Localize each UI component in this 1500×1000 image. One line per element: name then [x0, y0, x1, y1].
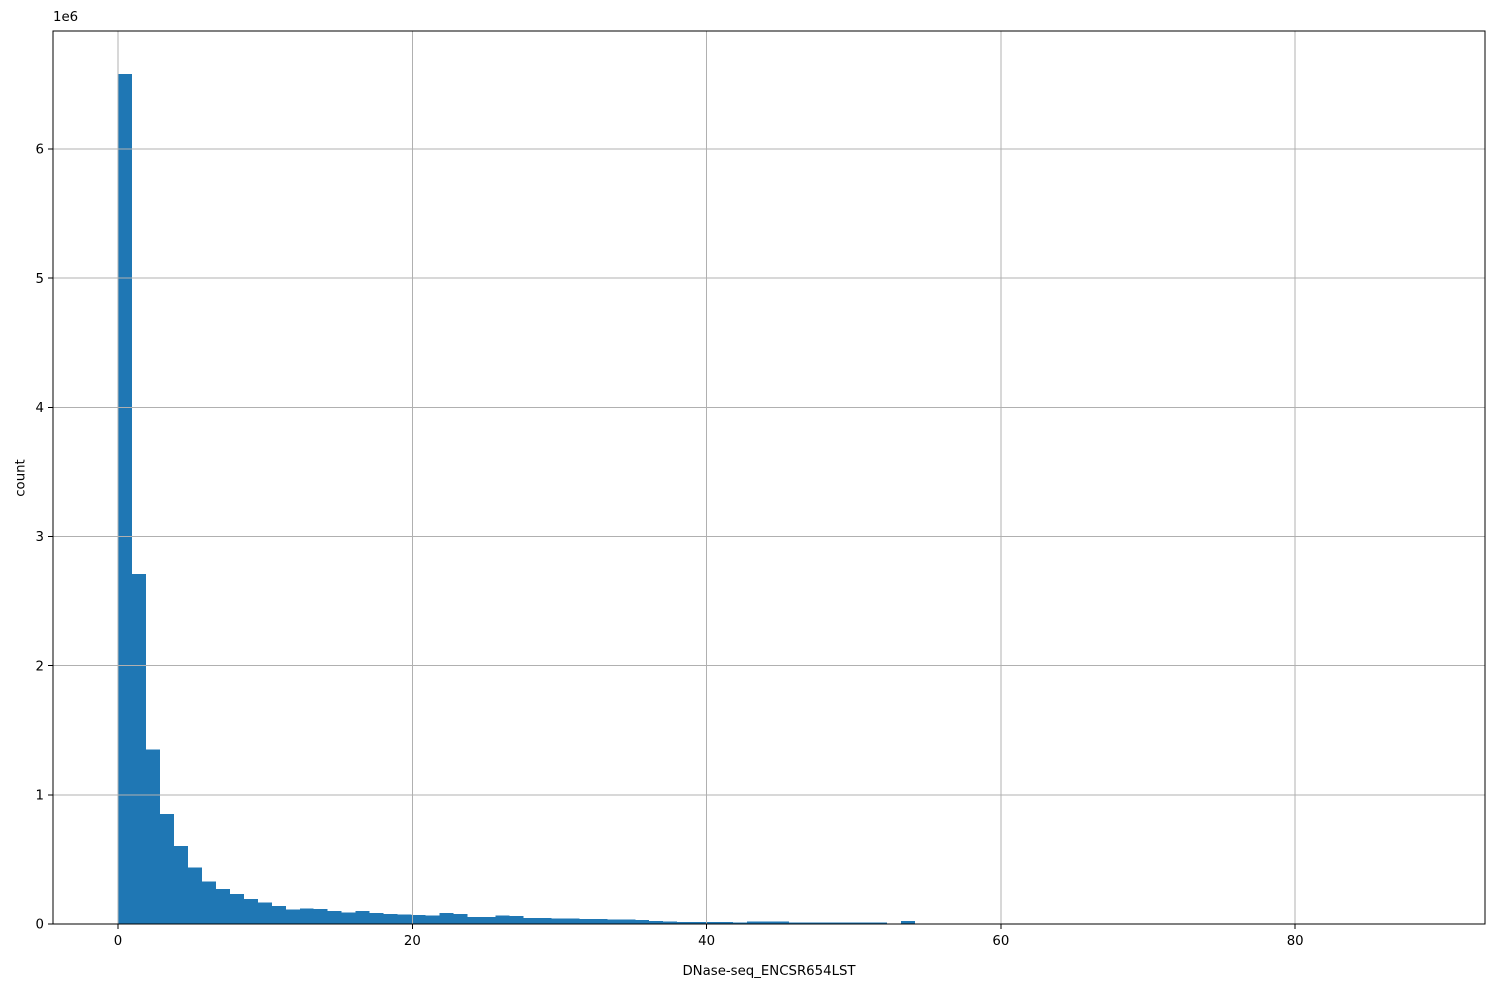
histogram-bar: [635, 920, 650, 924]
y-axis-label: count: [13, 459, 29, 497]
histogram-bar: [677, 921, 692, 924]
histogram-bar: [285, 909, 300, 924]
histogram-bar: [118, 74, 133, 924]
y-axis-offset-label: 1e6: [53, 10, 79, 25]
y-tick-label: 6: [36, 143, 44, 158]
histogram-bar: [187, 867, 202, 924]
histogram-bar: [719, 922, 734, 924]
histogram-bar: [439, 913, 454, 924]
x-tick-label: 40: [698, 934, 715, 949]
histogram-bar: [327, 911, 342, 924]
histogram-bars: [118, 74, 1419, 924]
histogram-bar: [145, 749, 160, 924]
histogram-bar: [341, 912, 356, 924]
histogram-bar: [816, 922, 831, 924]
histogram-bar: [453, 913, 468, 924]
histogram-bar: [733, 922, 748, 924]
plot-border: [52, 30, 1486, 925]
histogram-bar: [229, 894, 244, 924]
histogram-bar: [663, 921, 678, 924]
histogram-bar: [257, 902, 272, 924]
histogram-bar: [509, 915, 524, 924]
histogram-bar: [705, 922, 720, 924]
histogram-bar: [593, 919, 608, 924]
histogram-bar: [383, 913, 398, 924]
x-axis-label: DNase-seq_ENCSR654LST: [682, 964, 856, 979]
histogram-bar: [579, 918, 594, 924]
x-tick-label: 0: [114, 934, 122, 949]
histogram-bar: [872, 922, 887, 924]
histogram-bar: [243, 899, 258, 924]
histogram-bar: [761, 921, 776, 924]
histogram-bar: [467, 916, 482, 924]
histogram-bar: [201, 881, 216, 924]
x-tick-label: 20: [404, 934, 421, 949]
y-tick-label: 5: [36, 272, 44, 287]
histogram-bar: [159, 814, 174, 924]
histogram-bar: [691, 921, 706, 924]
histogram-bar: [495, 915, 510, 924]
histogram-bar: [537, 918, 552, 924]
histogram-bar: [565, 918, 580, 924]
histogram-bar: [369, 912, 384, 924]
histogram-bar: [132, 573, 146, 924]
histogram-bar: [313, 908, 328, 924]
histogram-bar: [271, 905, 286, 924]
y-tick-label: 4: [36, 401, 44, 416]
y-tick-label: 2: [36, 659, 44, 674]
histogram-bar: [481, 917, 496, 924]
histogram-bar: [607, 919, 622, 924]
x-tick-label: 80: [1287, 934, 1304, 949]
histogram-bar: [775, 921, 790, 924]
histogram-bar: [830, 922, 845, 924]
histogram-bar: [747, 921, 762, 924]
histogram-bar: [411, 914, 426, 924]
y-tick-label: 0: [36, 918, 44, 933]
histogram-bar: [621, 919, 636, 924]
histogram-bar: [802, 922, 817, 924]
gridlines: [53, 31, 1485, 925]
x-tick-label: 60: [992, 934, 1009, 949]
histogram-bar: [900, 921, 915, 924]
axis-ticks: 0 20 40 60 80 0 1 2 3 4 5 6: [36, 143, 1304, 949]
histogram-bar: [299, 908, 314, 924]
histogram-bar: [173, 845, 188, 924]
histogram-bar: [215, 888, 230, 924]
y-tick-label: 1: [36, 788, 44, 803]
histogram-bar: [397, 914, 412, 924]
histogram-bar: [425, 915, 440, 924]
histogram-bar: [844, 922, 859, 924]
histogram-bar: [551, 918, 566, 924]
histogram-bar: [355, 911, 370, 924]
histogram-bar: [858, 922, 873, 924]
histogram-bar: [649, 921, 664, 924]
histogram-bar: [789, 922, 803, 924]
histogram-bar: [523, 918, 538, 924]
y-tick-label: 3: [36, 530, 44, 545]
